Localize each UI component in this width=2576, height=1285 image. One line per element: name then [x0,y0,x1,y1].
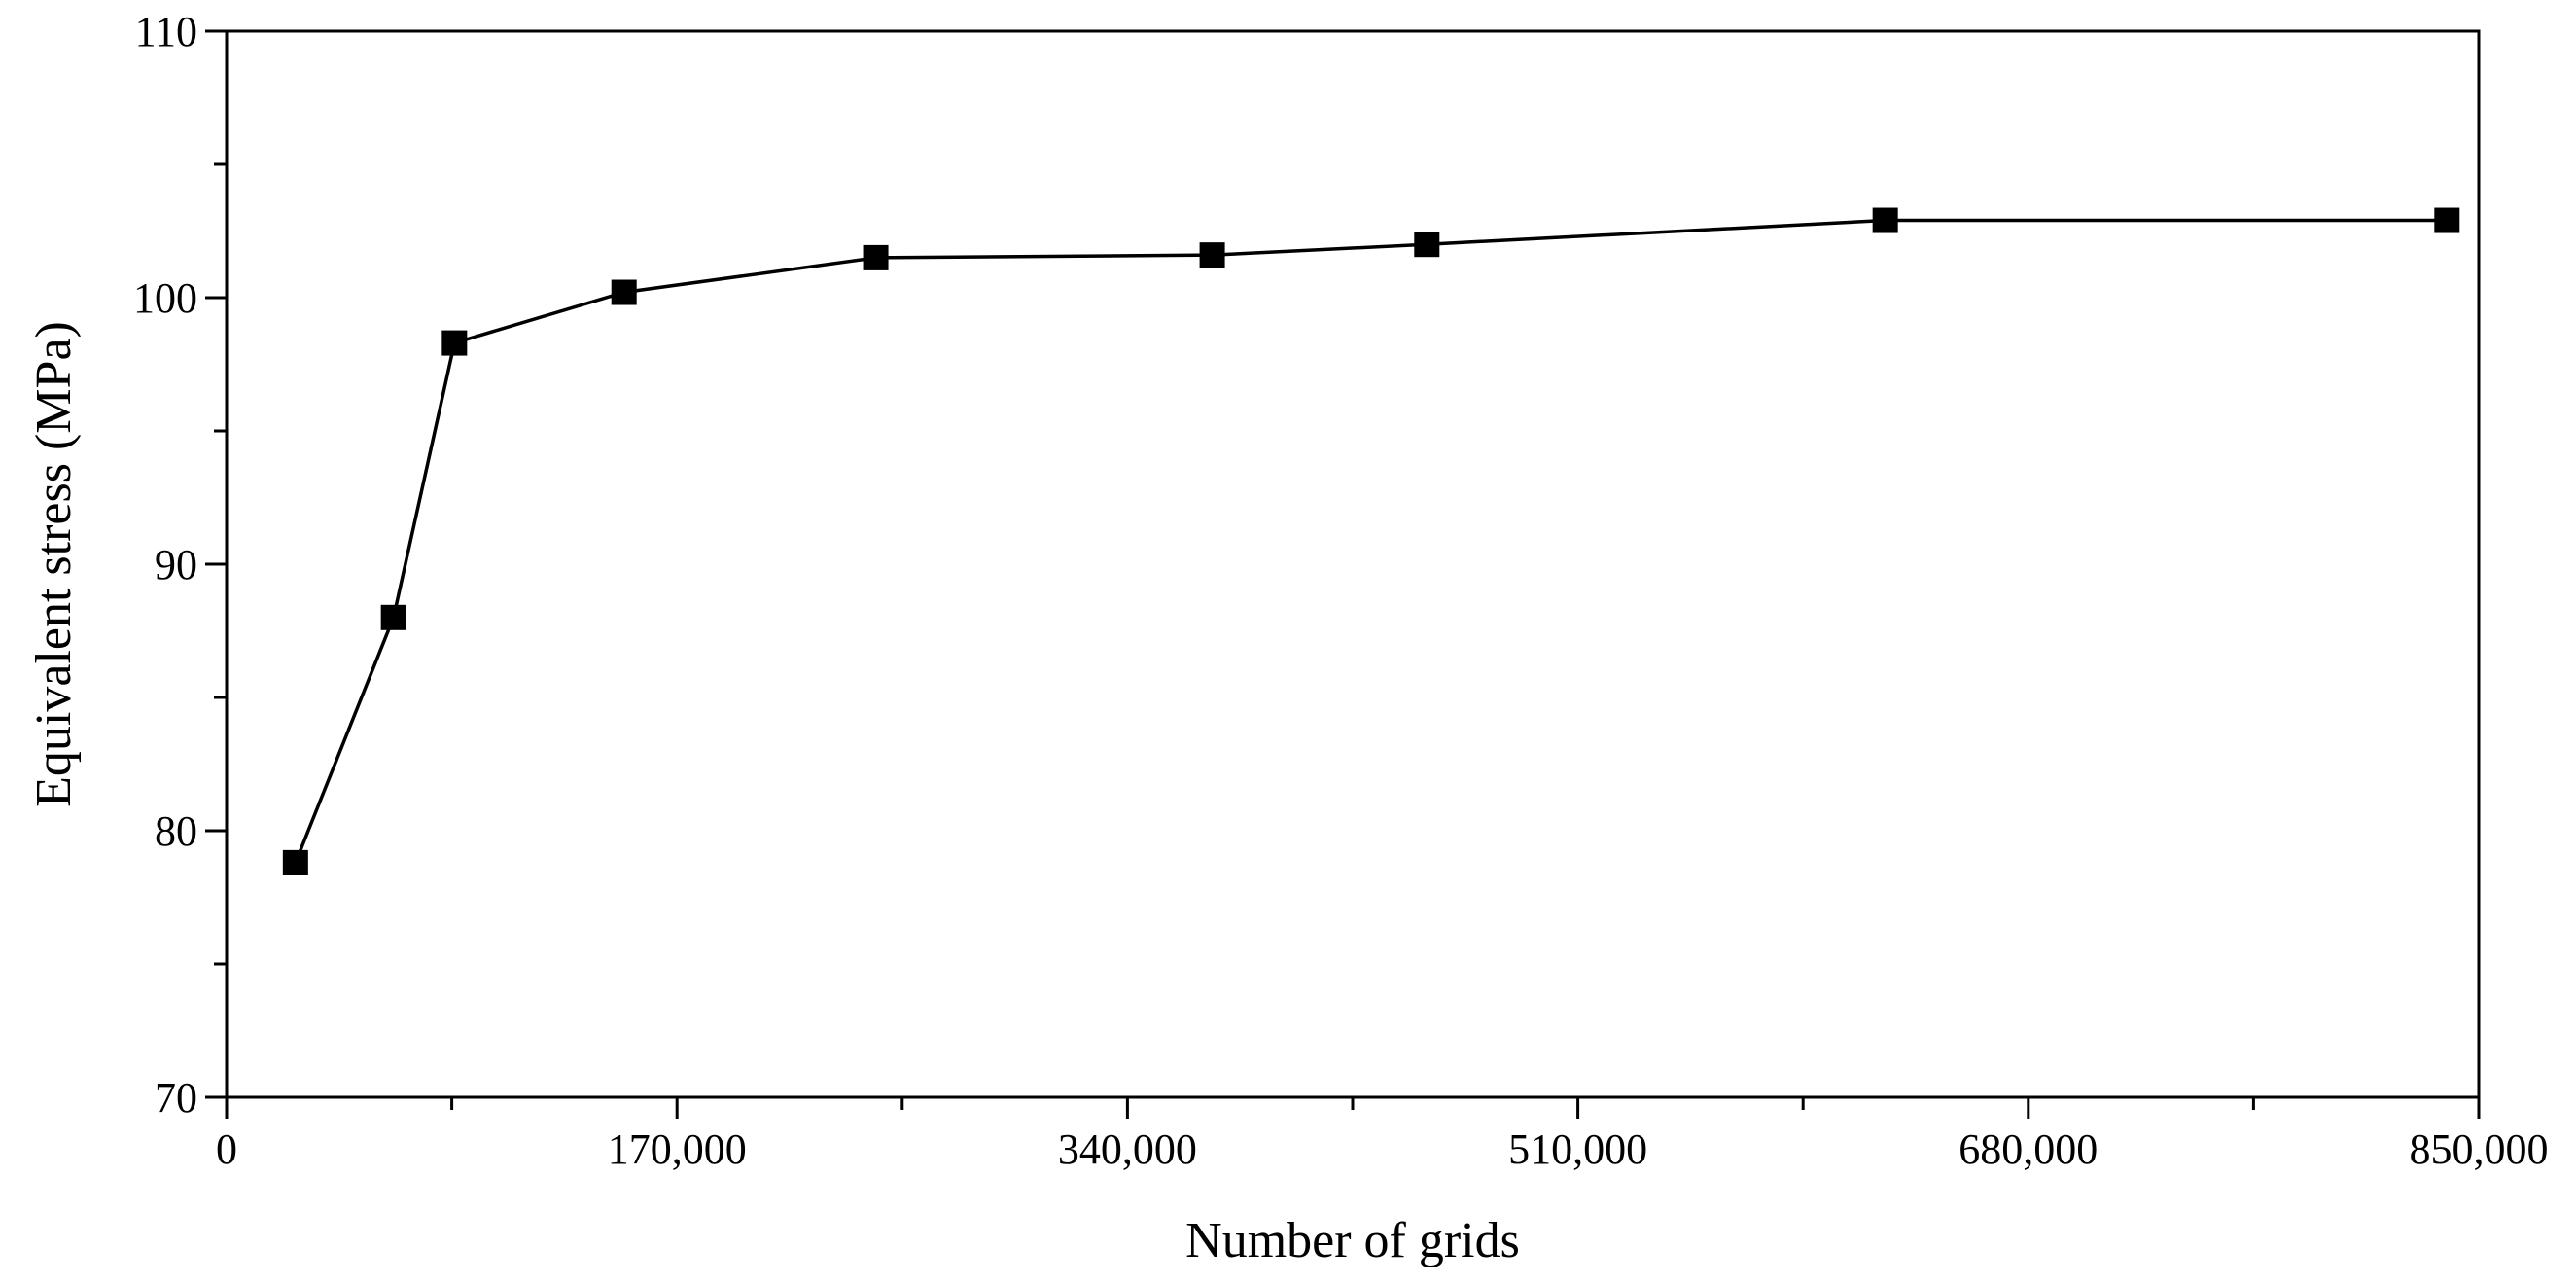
y-tick-label: 80 [155,807,197,855]
y-tick-label: 110 [135,8,197,55]
data-point-marker [282,849,308,875]
data-point-marker [611,279,637,305]
x-tick-label: 340,000 [1058,1125,1197,1173]
data-point-marker [2434,207,2460,233]
data-point-marker [1414,232,1440,258]
x-axis-ticks: 0 170,000 340,000 510,000 680,000 850,000 [216,1097,2549,1173]
y-axis-title: Equivalent stress (MPa) [26,321,82,807]
y-tick-label: 100 [133,274,197,322]
x-tick-label: 170,000 [608,1125,747,1173]
series-layer [282,207,2460,875]
x-tick-label: 0 [216,1125,237,1173]
y-axis-ticks: 70 80 90 100 110 [133,8,227,1122]
x-axis-title: Number of grids [1185,1213,1520,1268]
data-point-marker [441,330,468,356]
x-tick-label: 850,000 [2410,1125,2549,1173]
x-tick-label: 680,000 [1958,1125,2098,1173]
plot-frame [225,29,2481,1099]
data-point-marker [1872,207,1898,233]
series-line [294,218,2448,864]
data-point-marker [380,604,406,630]
x-tick-label: 510,000 [1508,1125,1647,1173]
data-point-marker [863,244,889,270]
y-tick-label: 90 [155,541,197,589]
data-point-marker [1199,242,1225,268]
y-tick-label: 70 [155,1074,197,1122]
